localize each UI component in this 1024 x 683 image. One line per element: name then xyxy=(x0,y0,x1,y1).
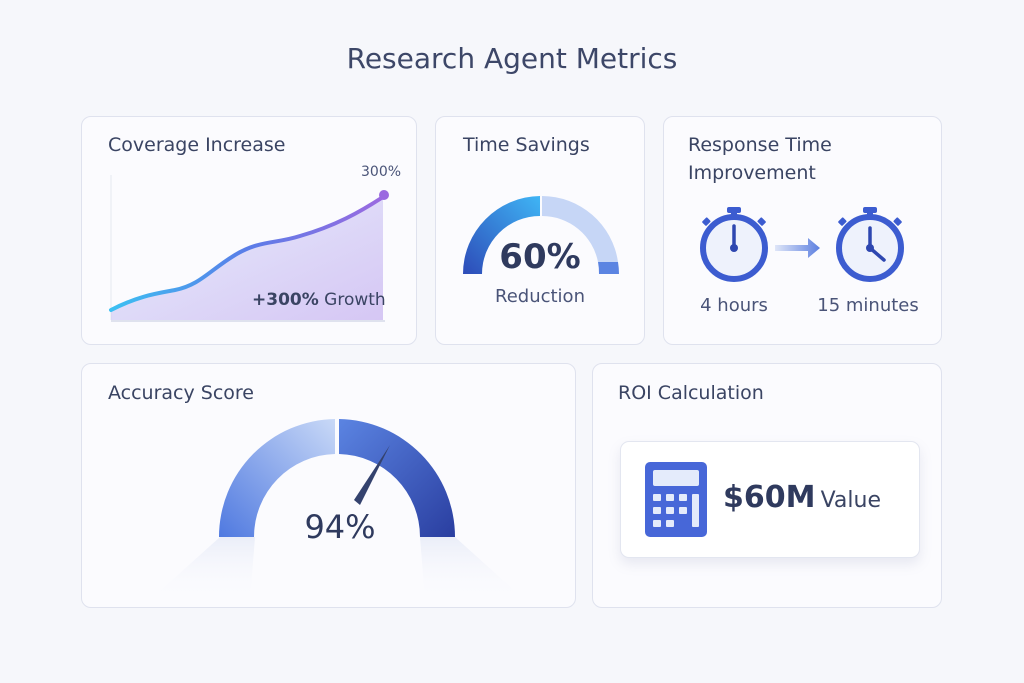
gauge-right-arc xyxy=(339,419,456,537)
time-savings-title: Time Savings xyxy=(463,134,590,156)
roi-amount: $60M xyxy=(723,480,816,515)
title-line-2: Improvement xyxy=(688,162,816,184)
coverage-end-point xyxy=(379,190,389,200)
growth-label: Growth xyxy=(324,290,386,310)
accuracy-value: 94% xyxy=(304,508,376,546)
time-savings-card xyxy=(435,116,645,345)
arrow-right-icon xyxy=(775,238,820,258)
gauge-shadow xyxy=(150,537,525,600)
response-before-label: 4 hours xyxy=(700,295,768,316)
response-time-title: Response Time Improvement xyxy=(688,131,832,187)
accuracy-title: Accuracy Score xyxy=(108,382,254,404)
roi-title: ROI Calculation xyxy=(618,382,764,404)
stopwatch-after-icon xyxy=(836,207,904,282)
gauge-filled-arc xyxy=(463,196,540,274)
stopwatch-before-icon xyxy=(700,207,768,282)
gauge-needle xyxy=(354,445,390,505)
gauge-left-arc xyxy=(219,419,335,537)
roi-label: Value xyxy=(820,488,881,513)
gauge-end-segment xyxy=(598,262,619,274)
roi-value-panel xyxy=(620,441,920,558)
roi-value: $60M Value xyxy=(723,480,881,515)
time-savings-value: 60% xyxy=(499,237,581,277)
page-title: Research Agent Metrics xyxy=(346,42,678,75)
coverage-end-label: 300% xyxy=(361,164,402,180)
accuracy-card xyxy=(81,363,576,608)
response-after-label: 15 minutes xyxy=(817,295,919,316)
coverage-title: Coverage Increase xyxy=(108,134,286,156)
coverage-growth: +300% Growth xyxy=(252,290,386,310)
growth-value: +300% xyxy=(252,290,319,310)
gauge-remaining-arc xyxy=(542,196,618,262)
time-savings-label: Reduction xyxy=(495,286,585,307)
title-line-1: Response Time xyxy=(688,134,832,156)
coverage-line xyxy=(109,195,385,312)
